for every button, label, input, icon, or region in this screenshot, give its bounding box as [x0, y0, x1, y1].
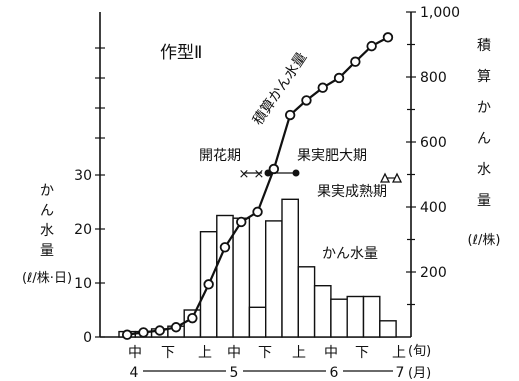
- cumulative-point-13: [317, 82, 328, 93]
- right-tick-label: 400: [420, 200, 447, 216]
- x-sub-label: 下: [355, 345, 369, 361]
- ripening-end-triangle: [391, 172, 403, 183]
- bar-17: [379, 320, 397, 338]
- right-tick-label: 200: [420, 265, 447, 281]
- cumulative-line-group: [121, 32, 394, 340]
- cumulative-point-12: [301, 95, 312, 106]
- cumulative-point-17: [382, 32, 394, 43]
- right-axis-title-char: 算: [477, 69, 491, 85]
- x-sub-label: 中: [227, 345, 241, 361]
- right-axis-unit: (ℓ/株): [468, 233, 501, 248]
- cumulative-point-5: [187, 312, 198, 324]
- annotation-markers: × ×: [239, 167, 403, 183]
- right-axis-title-char: ん: [477, 131, 491, 147]
- x-month-unit: (月): [408, 366, 431, 381]
- cumulative-point-11: [284, 109, 296, 121]
- x-month-label: 5: [230, 365, 239, 381]
- axis-titles: かん水量(ℓ/株·日)積算かん水量(ℓ/株): [22, 38, 500, 286]
- cumulative-point-1: [121, 329, 133, 340]
- x-sub-unit: (旬): [408, 344, 431, 359]
- x-sub-label: 中: [324, 345, 338, 361]
- bar-11: [281, 198, 299, 338]
- x-sub-label: 上: [292, 345, 306, 361]
- left-tick-label: 20: [74, 222, 92, 238]
- cumulative-point-3: [154, 325, 165, 336]
- right-axis-title-char: 水: [477, 162, 491, 178]
- cumulative-point-6: [203, 279, 214, 290]
- flowering-end-x: ×: [254, 167, 265, 182]
- left-axis-title-char: か: [40, 183, 54, 199]
- right-tick-label: 600: [420, 135, 447, 151]
- bar-9: [248, 306, 267, 338]
- x-sub-label: 下: [161, 345, 175, 361]
- x-sub-label: 上: [198, 345, 212, 361]
- bar-8: [232, 217, 251, 338]
- bar-15: [346, 295, 365, 338]
- x-month-label: 7: [396, 365, 405, 381]
- series-label-bars: かん水量: [322, 246, 378, 262]
- bar-14: [330, 298, 348, 338]
- bar-13: [313, 285, 332, 338]
- left-axis-title-char: ん: [40, 203, 54, 219]
- left-axis-title-char: 量: [40, 243, 54, 259]
- right-tick-label: 1,000: [420, 5, 460, 21]
- bar-12: [297, 266, 316, 338]
- left-tick-label: 10: [74, 276, 92, 292]
- ticks-group: 01020302004006008001,000中下上中下上中下上 (旬)4 5 6 7…: [74, 5, 460, 381]
- chart-title: 作型Ⅱ: [160, 43, 202, 63]
- bars-group: [118, 198, 397, 338]
- cumulative-point-2: [138, 327, 149, 338]
- flowering-start-x: ×: [239, 167, 250, 182]
- enlargement-end-dot: [292, 169, 300, 177]
- right-axis-title-char: 積: [477, 38, 491, 54]
- ripening-start-triangle: [379, 172, 391, 183]
- annotation-fruit-enlargement: 果実肥大期: [297, 148, 367, 164]
- x-month-label: 4: [130, 365, 139, 381]
- x-month-label: 6: [330, 365, 339, 381]
- cumulative-point-15: [350, 56, 361, 67]
- cumulative-point-4: [170, 322, 182, 333]
- right-axis-title-char: か: [477, 100, 491, 116]
- left-tick-label: 30: [74, 168, 92, 184]
- x-sub-label: 上: [392, 345, 406, 361]
- annotation-fruit-ripening: 果実成熟期: [317, 184, 387, 200]
- enlargement-start-dot: [264, 169, 272, 177]
- left-axis-unit: (ℓ/株·日): [22, 271, 72, 286]
- cumulative-point-9: [252, 206, 263, 218]
- cumulative-point-7: [219, 242, 231, 253]
- cumulative-point-8: [236, 216, 247, 228]
- series-label-cumulative: 積算かん水量: [250, 50, 310, 129]
- x-sub-label: 中: [128, 345, 142, 361]
- bar-10: [265, 220, 283, 338]
- cumulative-point-16: [366, 40, 377, 52]
- right-tick-label: 800: [420, 70, 447, 86]
- x-sub-label: 下: [258, 345, 272, 361]
- left-axis-title-char: 水: [40, 223, 54, 239]
- cumulative-point-14: [333, 72, 345, 84]
- bar-16: [362, 295, 381, 338]
- right-axis-title-char: 量: [477, 193, 491, 209]
- bar-7: [216, 214, 234, 338]
- left-tick-label: 0: [83, 330, 92, 346]
- annotation-flowering: 開花期: [199, 148, 241, 164]
